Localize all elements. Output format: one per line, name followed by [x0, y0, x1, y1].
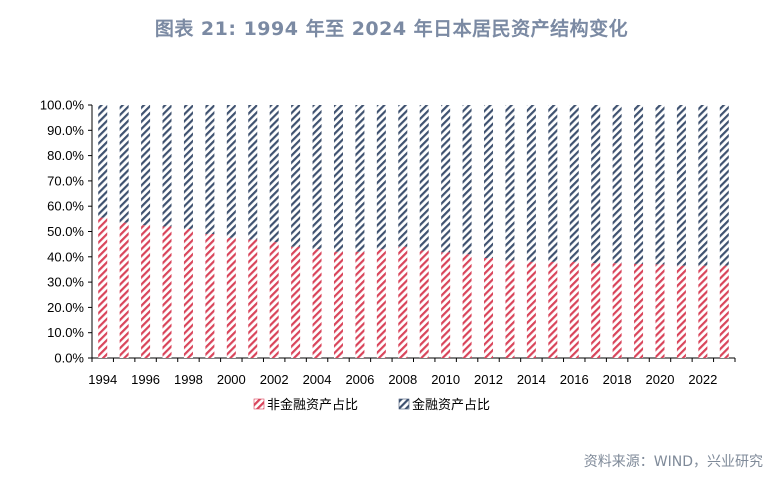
bar-non-financial: [333, 251, 343, 358]
bar-financial: [398, 105, 408, 247]
bar-financial: [376, 105, 386, 250]
x-tick-label: 2014: [517, 372, 546, 387]
x-tick-label: 2022: [688, 372, 717, 387]
y-tick-label: 10.0%: [47, 325, 84, 340]
legend-swatch-non-financial: [253, 398, 265, 410]
bar-financial: [226, 105, 236, 238]
chart-title: 图表 21: 1994 年至 2024 年日本居民资产结构变化: [154, 18, 629, 40]
source-note: 资料来源：WIND，兴业研究: [583, 454, 763, 470]
y-tick-label: 70.0%: [47, 173, 84, 188]
y-tick-label: 90.0%: [47, 123, 84, 138]
x-tick-label: 2018: [603, 372, 632, 387]
bar-financial: [333, 105, 343, 252]
bar-non-financial: [505, 260, 515, 358]
bar-non-financial: [162, 226, 172, 358]
bar-non-financial: [698, 265, 708, 358]
bar-non-financial: [376, 249, 386, 358]
y-tick-label: 0.0%: [54, 351, 84, 366]
bar-non-financial: [655, 264, 665, 358]
bar-non-financial: [634, 263, 644, 358]
bar-non-financial: [419, 250, 429, 358]
legend-swatch-financial: [398, 398, 410, 410]
bar-financial: [355, 105, 365, 252]
x-tick-label: 1998: [174, 372, 203, 387]
bar-non-financial: [183, 228, 193, 358]
bar-financial: [312, 105, 322, 250]
bar-financial: [548, 105, 558, 262]
bar-financial: [291, 105, 301, 247]
bar-non-financial: [398, 246, 408, 358]
legend-label-financial: 金融资产占比: [412, 397, 490, 413]
x-tick-label: 2006: [345, 372, 374, 387]
bar-financial: [484, 105, 494, 259]
bar-non-financial: [676, 265, 686, 358]
x-tick-label: 2016: [560, 372, 589, 387]
bar-financial: [634, 105, 644, 264]
bar-financial: [205, 105, 215, 235]
x-tick-label: 2002: [260, 372, 289, 387]
bar-non-financial: [569, 261, 579, 358]
x-tick-label: 2010: [431, 372, 460, 387]
bar-financial: [612, 105, 622, 264]
bar-financial: [162, 105, 172, 227]
bar-non-financial: [462, 254, 472, 358]
bar-financial: [419, 105, 429, 251]
bar-non-financial: [226, 237, 236, 358]
bar-non-financial: [269, 242, 279, 358]
bar-non-financial: [548, 261, 558, 358]
y-tick-label: 20.0%: [47, 300, 84, 315]
x-axis: 1994 1996 1998 2000 2002 2004 2006 2008 2010 2012…: [88, 357, 736, 387]
bar-non-financial: [719, 265, 729, 358]
bar-non-financial: [141, 225, 151, 358]
x-tick-label: 2000: [217, 372, 246, 387]
y-tick-label: 50.0%: [47, 224, 84, 239]
bar-financial: [183, 105, 193, 229]
bar-financial: [526, 105, 536, 262]
bar-non-financial: [591, 263, 601, 358]
bar-non-financial: [205, 234, 215, 358]
y-axis: 0.0% 10.0% 20.0% 30.0% 40.0% 50.0% 60.0% 70.0% 8…: [40, 98, 93, 366]
bar-financial: [119, 105, 129, 223]
bar-financial: [141, 105, 151, 226]
bar-non-financial: [312, 249, 322, 358]
bar-non-financial: [441, 252, 451, 358]
bar-financial: [98, 105, 108, 218]
bar-financial: [569, 105, 579, 262]
y-tick-label: 60.0%: [47, 199, 84, 214]
bar-non-financial: [98, 217, 108, 358]
x-tick-label: 2008: [388, 372, 417, 387]
bar-non-financial: [119, 222, 129, 358]
bar-financial: [441, 105, 451, 253]
y-tick-label: 30.0%: [47, 275, 84, 290]
bar-non-financial: [355, 251, 365, 358]
x-tick-label: 2004: [303, 372, 332, 387]
y-tick-label: 80.0%: [47, 148, 84, 163]
x-tick-label: 1996: [131, 372, 160, 387]
bar-financial: [698, 105, 708, 266]
bar-financial: [248, 105, 258, 240]
bar-financial: [462, 105, 472, 255]
bar-financial: [269, 105, 279, 243]
bar-non-financial: [248, 239, 258, 358]
bar-non-financial: [291, 246, 301, 358]
bar-financial: [505, 105, 515, 261]
legend: 非金融资产占比 金融资产占比: [253, 397, 490, 413]
y-tick-label: 40.0%: [47, 249, 84, 264]
bar-financial: [719, 105, 729, 266]
bar-non-financial: [484, 258, 494, 358]
x-tick-label: 2012: [474, 372, 503, 387]
bar-financial: [676, 105, 686, 266]
y-tick-label: 100.0%: [40, 98, 85, 113]
bars: [98, 105, 729, 358]
x-tick-label: 1994: [88, 372, 117, 387]
x-tick-label: 2020: [646, 372, 675, 387]
bar-non-financial: [612, 263, 622, 358]
bar-financial: [655, 105, 665, 265]
legend-label-non-financial: 非金融资产占比: [267, 397, 358, 413]
bar-financial: [591, 105, 601, 264]
bar-non-financial: [526, 261, 536, 358]
